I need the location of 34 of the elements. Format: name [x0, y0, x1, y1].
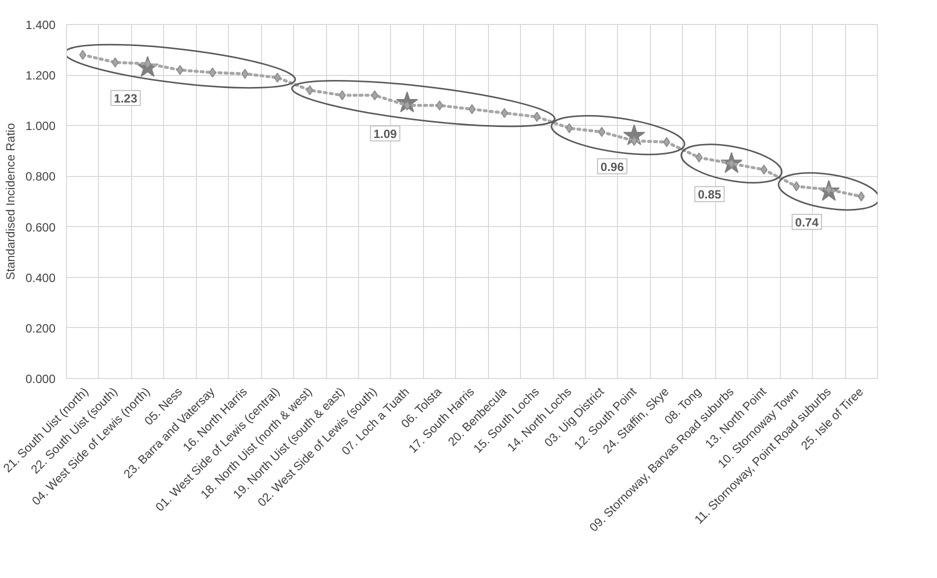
y-tick-label: 0.600 [25, 220, 56, 234]
point [338, 90, 346, 100]
y-tick-label: 1.400 [25, 18, 56, 32]
y-tick-label: 1.200 [25, 68, 56, 83]
point [663, 137, 670, 148]
point [436, 100, 444, 110]
point [112, 57, 119, 68]
point [792, 181, 800, 192]
point [760, 164, 768, 175]
point [306, 85, 314, 96]
point [858, 191, 865, 202]
y-tick-label: 0.400 [25, 270, 56, 285]
point [630, 136, 638, 146]
y-tick-label: 0.200 [25, 321, 56, 336]
y-tick-label: 0.800 [25, 170, 56, 184]
data-label: 1.09 [373, 126, 398, 141]
data-label: 0.85 [698, 188, 722, 202]
point [274, 72, 281, 83]
point [79, 50, 86, 60]
point [696, 152, 703, 163]
point [371, 90, 378, 100]
point [598, 126, 606, 137]
y-tick-label: 1.000 [25, 119, 56, 134]
data-label: 0.96 [600, 160, 624, 174]
data-label: 0.74 [795, 215, 819, 230]
point [208, 68, 216, 78]
point [241, 68, 248, 79]
point [566, 123, 573, 134]
point [500, 108, 508, 118]
y-tick-label: 0.000 [25, 372, 56, 386]
point [533, 112, 540, 122]
data-label: 1.23 [114, 91, 138, 106]
point [176, 65, 184, 76]
y-axis-title: Standardised Incidence Ratio [3, 122, 18, 280]
